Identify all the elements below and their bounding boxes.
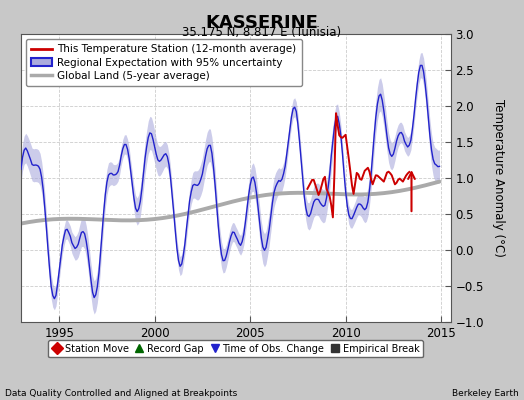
Text: Berkeley Earth: Berkeley Earth (452, 389, 519, 398)
Text: KASSERINE: KASSERINE (205, 14, 319, 32)
Legend: Station Move, Record Gap, Time of Obs. Change, Empirical Break: Station Move, Record Gap, Time of Obs. C… (48, 340, 423, 358)
Text: Data Quality Controlled and Aligned at Breakpoints: Data Quality Controlled and Aligned at B… (5, 389, 237, 398)
Y-axis label: Temperature Anomaly (°C): Temperature Anomaly (°C) (493, 99, 505, 257)
Text: 35.175 N, 8.817 E (Tunisia): 35.175 N, 8.817 E (Tunisia) (182, 26, 342, 39)
